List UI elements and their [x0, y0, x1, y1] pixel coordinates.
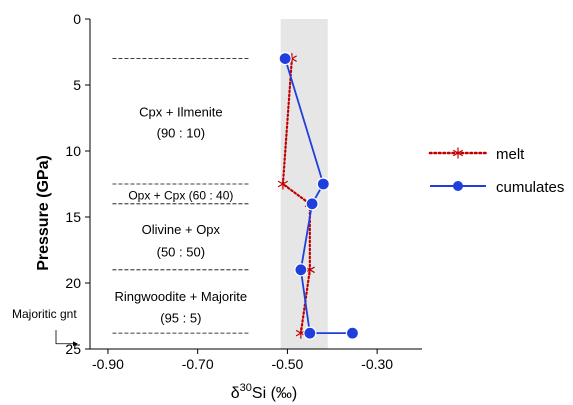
x-tick-label: -0.50 — [271, 356, 303, 372]
series-layer — [277, 51, 360, 340]
phase-boundaries — [112, 58, 250, 334]
x-axis-label-delta: δ — [231, 385, 240, 402]
legend-marker-melt-stroke — [452, 149, 464, 157]
y-tick-label: 20 — [65, 275, 81, 291]
x-axis-label-rest: Si (‰) — [252, 385, 297, 402]
y-tick-label: 10 — [65, 143, 81, 159]
y-tick-label: 0 — [73, 11, 81, 27]
y-tick-label: 15 — [65, 209, 81, 225]
phase-zone-ratio: (90 : 10) — [157, 126, 205, 141]
point-melt — [277, 178, 288, 190]
phase-zone-labels: Cpx + Ilmenite (90 : 10) Opx + Cpx (60 : 4… — [115, 104, 248, 325]
phase-zone-ratio: (50 : 50) — [157, 244, 205, 259]
y-axis-label: Pressure (GPa) — [35, 155, 52, 271]
point-melt-stroke — [277, 180, 288, 188]
y-tick-label: 5 — [73, 77, 81, 93]
majoritic-gnt-annotation: Majoritic gnt — [12, 307, 78, 347]
x-axis-label-superscript: 30 — [240, 382, 252, 394]
legend-label-melt: melt — [496, 146, 525, 163]
annotation-text: Majoritic gnt — [12, 307, 77, 321]
phase-zone-label: Ringwoodite + Majorite — [115, 289, 248, 304]
point-cumulates — [294, 263, 308, 277]
x-axis-ticks: -0.90 -0.70 -0.50 -0.30 — [92, 349, 393, 372]
legend-marker-cumulates — [453, 181, 463, 191]
x-tick-label: -0.90 — [92, 356, 124, 372]
series-line-cumulates — [284, 58, 353, 335]
x-axis-label: δ30Si (‰) — [231, 382, 297, 402]
annotation-arrow — [55, 330, 78, 347]
phase-zone-label: Opx + Cpx (60 : 40) — [128, 189, 233, 203]
point-cumulates — [345, 326, 360, 340]
phase-zone-label: Olivine + Opx — [142, 222, 221, 237]
legend: melt cumulates — [428, 146, 564, 196]
phase-zone-label: Cpx + Ilmenite — [139, 104, 222, 119]
legend-label-cumulates: cumulates — [496, 179, 564, 196]
legend-marker-melt — [452, 147, 464, 159]
point-cumulates — [278, 51, 292, 66]
phase-zone-ratio: (95 : 5) — [160, 310, 201, 325]
x-tick-label: -0.30 — [361, 356, 393, 372]
point-cumulates — [303, 326, 317, 340]
point-cumulates — [305, 197, 319, 211]
point-cumulates — [316, 177, 330, 191]
x-tick-label: -0.70 — [182, 356, 214, 372]
